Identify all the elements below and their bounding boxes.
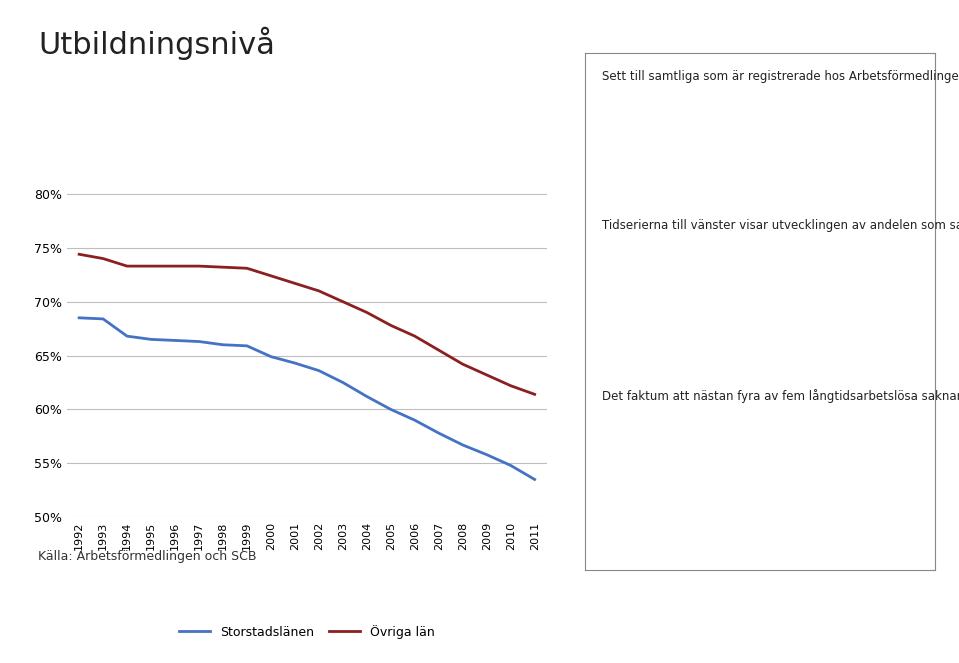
Övriga län xyxy=(529,391,541,398)
Storstadslänen xyxy=(265,353,276,361)
Storstadslänen xyxy=(314,367,325,375)
Övriga län xyxy=(480,371,492,379)
Storstadslänen xyxy=(97,315,108,323)
Övriga län xyxy=(265,272,276,280)
Storstadslänen xyxy=(194,337,205,345)
Storstadslänen xyxy=(217,341,228,349)
Övriga län xyxy=(74,250,85,258)
Övriga län xyxy=(337,298,348,306)
Övriga län xyxy=(433,346,445,354)
Storstadslänen xyxy=(121,332,132,340)
Övriga län xyxy=(121,262,132,270)
Storstadslänen xyxy=(480,451,492,459)
Storstadslänen xyxy=(290,359,301,367)
Övriga län xyxy=(385,322,396,330)
Storstadslänen xyxy=(241,342,252,350)
Text: Källa: Arbetsförmedlingen och SCB: Källa: Arbetsförmedlingen och SCB xyxy=(38,550,257,564)
Line: Övriga län: Övriga län xyxy=(80,254,535,394)
Storstadslänen xyxy=(74,314,85,322)
Övriga län xyxy=(290,279,301,287)
Övriga län xyxy=(314,287,325,295)
Storstadslänen xyxy=(529,475,541,483)
Storstadslänen xyxy=(170,336,181,344)
Övriga län xyxy=(241,265,252,272)
Övriga län xyxy=(504,382,516,390)
Storstadslänen xyxy=(145,335,156,343)
Text: Utbildningsnivå: Utbildningsnivå xyxy=(38,27,275,60)
Storstadslänen xyxy=(409,416,421,424)
Storstadslänen xyxy=(385,406,396,414)
Övriga län xyxy=(361,308,372,316)
Line: Storstadslänen: Storstadslänen xyxy=(80,318,535,479)
Storstadslänen xyxy=(433,429,445,437)
Text: Det faktum att nästan fyra av fem långtidsarbetslösa saknar en eftergymnasial ut: Det faktum att nästan fyra av fem långti… xyxy=(602,389,959,403)
Övriga län xyxy=(97,255,108,263)
Övriga län xyxy=(456,360,468,368)
Text: Tidserierna till vänster visar utvecklingen av andelen som saknar en eftergymnas: Tidserierna till vänster visar utvecklin… xyxy=(602,219,959,233)
Övriga län xyxy=(145,262,156,270)
Storstadslänen xyxy=(456,441,468,449)
Legend: Storstadslänen, Övriga län: Storstadslänen, Övriga län xyxy=(174,620,440,644)
Storstadslänen xyxy=(337,379,348,387)
Övriga län xyxy=(217,263,228,271)
Text: Sett till samtliga som är registrerade hos Arbetsförmedlingen som öppet arbetslö: Sett till samtliga som är registrerade h… xyxy=(602,68,959,82)
Övriga län xyxy=(194,262,205,270)
Övriga län xyxy=(170,262,181,270)
Övriga län xyxy=(409,332,421,340)
Storstadslänen xyxy=(361,392,372,400)
Storstadslänen xyxy=(504,461,516,469)
